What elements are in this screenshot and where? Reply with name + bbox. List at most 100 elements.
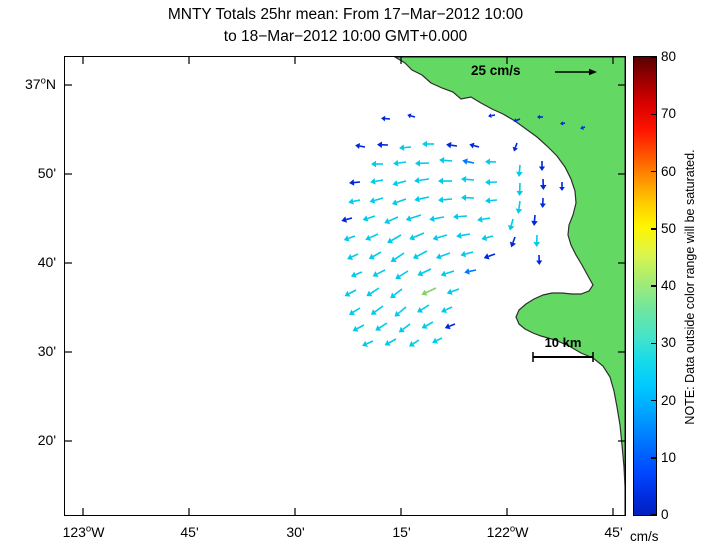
current-vector [462,158,475,165]
colorbar-tick-label: 20 [661,392,677,408]
current-vector [538,161,546,171]
current-vector [435,252,451,260]
current-vector [481,234,494,241]
current-vector [417,268,432,277]
colorbar-tick [651,514,656,516]
current-vector [370,305,384,315]
current-vector [362,215,376,222]
colorbar-unit: cm/s [630,529,659,544]
current-vector [371,160,383,168]
current-vector [407,113,416,119]
current-vector [488,113,496,119]
current-vector [405,214,422,222]
colorbar-tick [651,170,656,173]
x-tick-label: 45' [604,524,623,540]
current-vector [536,254,543,265]
land-mass [393,57,625,515]
current-vector [460,250,474,258]
current-vector [559,182,565,191]
current-vector [366,287,380,297]
current-vector [477,216,491,223]
y-tick-label: 30' [37,343,56,359]
current-vector [432,337,443,344]
current-vector [485,197,498,204]
current-vector [440,270,455,277]
y-tick-label: 40' [37,254,56,270]
current-vector [395,270,409,280]
current-vector [349,179,361,186]
current-vector [516,182,524,196]
y-axis-tick-labels: 37oN 50' 40' 30' 20' [0,57,58,516]
colorbar-note-text: NOTE: Data outside color range will be s… [683,148,697,425]
colorbar-tick [651,113,656,115]
current-vector [537,114,543,120]
colorbar-tick [651,228,656,230]
colorbar-tick [651,285,656,287]
reference-arrow [555,68,597,76]
x-tick-label: 45' [180,524,199,540]
current-vector [415,160,430,167]
colorbar-tick [651,56,656,58]
current-vector [381,115,391,122]
colorbar-tick-label: 30 [661,335,677,351]
current-vector [408,339,420,347]
current-vector [341,216,353,223]
current-vector [355,143,366,150]
current-vector [438,196,453,204]
current-vector [344,289,357,297]
current-vector [485,178,498,186]
colorbar-tick-label: 60 [661,163,677,179]
colorbar-tick-labels: 80 70 60 50 40 30 20 10 0 [661,49,695,522]
current-vector [348,307,361,316]
y-tick-label: 20' [37,432,56,448]
plot-title-line1: MNTY Totals 25hr mean: From 17−Mar−2012 … [167,6,524,23]
current-vector [446,141,458,149]
scale-bar [532,352,594,362]
plot-title: MNTY Totals 25hr mean: From 17−Mar−2012 … [64,4,627,48]
x-tick-label: 15' [392,524,411,540]
colorbar-tick-label: 70 [661,106,677,122]
current-vector [348,198,361,205]
current-vector [370,178,384,185]
current-vector [513,118,521,123]
current-vector [461,194,475,202]
current-vector [432,234,448,241]
reference-arrow-label: 25 cm/s [471,63,521,78]
current-vector [446,288,460,295]
current-vector [365,233,379,241]
current-vector [414,195,430,203]
map-axes-box: 25 cm/s 10 km [64,56,626,516]
x-tick-label: 122oW [486,523,529,540]
current-vector [390,252,405,262]
y-tick-label: 37oN [25,75,56,92]
current-vector [539,178,547,190]
current-vector [347,253,359,260]
x-tick-label: 30' [286,524,305,540]
colorbar-tick-label: 40 [661,278,677,293]
current-vector [438,177,452,185]
current-vector [377,141,389,149]
current-vector [390,288,403,299]
current-vector [352,324,365,332]
current-vector [515,200,523,214]
current-vector [422,140,434,148]
current-vector [343,235,356,242]
colorbar [633,56,657,516]
current-vector [512,142,518,152]
current-vector [464,268,477,275]
current-vector [516,164,523,177]
x-axis-tick-labels: 123oW 45' 30' 15' 122oW 45' [63,522,627,546]
colorbar-tick-label: 50 [661,220,677,236]
current-vector [453,213,468,220]
y-tick-label: 50' [37,165,56,181]
current-vector [421,287,437,296]
colorbar-tick [651,457,656,459]
current-vector [461,176,475,183]
current-vector [533,234,541,247]
current-vector [485,158,497,166]
current-vector [398,323,411,333]
current-vector [444,323,456,330]
current-vector [580,125,586,130]
current-vector [362,340,374,347]
